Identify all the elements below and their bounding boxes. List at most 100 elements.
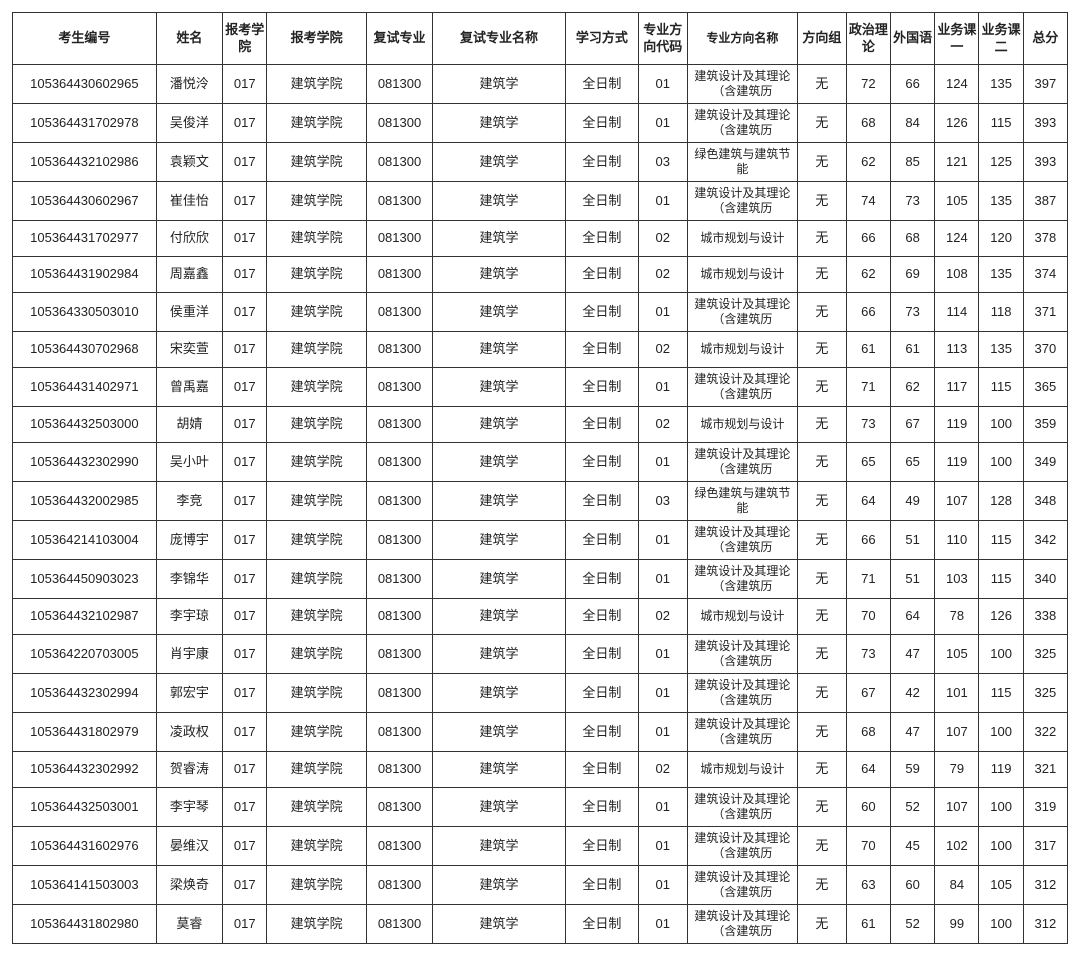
cell: 无 [798, 866, 847, 905]
cell: 建筑学院 [267, 635, 367, 674]
col-header-6: 学习方式 [565, 13, 638, 65]
cell: 01 [638, 293, 687, 332]
cell: 118 [979, 293, 1023, 332]
cell: 无 [798, 443, 847, 482]
cell: 081300 [366, 482, 432, 521]
cell: 无 [798, 788, 847, 827]
cell: 李宇琼 [156, 599, 222, 635]
cell: 64 [846, 752, 890, 788]
cell: 105364432002985 [13, 482, 157, 521]
cell: 吴小叶 [156, 443, 222, 482]
cell: 017 [223, 827, 267, 866]
cell: 117 [935, 368, 979, 407]
cell: 建筑设计及其理论（含建筑历 [687, 182, 798, 221]
cell: 126 [935, 104, 979, 143]
cell: 371 [1023, 293, 1067, 332]
cell: 52 [891, 905, 935, 944]
cell: 建筑设计及其理论（含建筑历 [687, 713, 798, 752]
cell: 01 [638, 905, 687, 944]
cell: 370 [1023, 332, 1067, 368]
cell: 017 [223, 905, 267, 944]
cell: 60 [846, 788, 890, 827]
cell: 68 [846, 104, 890, 143]
cell: 01 [638, 521, 687, 560]
cell: 121 [935, 143, 979, 182]
cell: 105364432503000 [13, 407, 157, 443]
cell: 081300 [366, 674, 432, 713]
cell: 李锦华 [156, 560, 222, 599]
cell: 115 [979, 674, 1023, 713]
cell: 无 [798, 827, 847, 866]
cell: 建筑学院 [267, 713, 367, 752]
cell: 105364431902984 [13, 257, 157, 293]
cell: 全日制 [565, 560, 638, 599]
cell: 庞博宇 [156, 521, 222, 560]
cell: 100 [979, 635, 1023, 674]
cell: 78 [935, 599, 979, 635]
cell: 建筑设计及其理论（含建筑历 [687, 674, 798, 713]
cell: 115 [979, 521, 1023, 560]
cell: 105364431402971 [13, 368, 157, 407]
cell: 62 [846, 257, 890, 293]
cell: 105364330503010 [13, 293, 157, 332]
cell: 潘悦泠 [156, 65, 222, 104]
cell: 119 [935, 407, 979, 443]
cell: 081300 [366, 521, 432, 560]
cell: 02 [638, 332, 687, 368]
cell: 081300 [366, 182, 432, 221]
cell: 135 [979, 182, 1023, 221]
cell: 01 [638, 104, 687, 143]
cell: 70 [846, 827, 890, 866]
cell: 135 [979, 65, 1023, 104]
cell: 312 [1023, 905, 1067, 944]
cell: 105364214103004 [13, 521, 157, 560]
cell: 全日制 [565, 332, 638, 368]
cell: 02 [638, 407, 687, 443]
col-header-14: 总分 [1023, 13, 1067, 65]
cell: 99 [935, 905, 979, 944]
cell: 105364432102986 [13, 143, 157, 182]
cell: 建筑设计及其理论（含建筑历 [687, 560, 798, 599]
cell: 72 [846, 65, 890, 104]
cell: 城市规划与设计 [687, 257, 798, 293]
cell: 建筑学院 [267, 866, 367, 905]
cell: 建筑学院 [267, 143, 367, 182]
cell: 建筑设计及其理论（含建筑历 [687, 65, 798, 104]
cell: 01 [638, 443, 687, 482]
cell: 42 [891, 674, 935, 713]
cell: 贺睿涛 [156, 752, 222, 788]
table-row: 105364431802979凌政权017建筑学院081300建筑学全日制01建… [13, 713, 1068, 752]
cell: 无 [798, 65, 847, 104]
cell: 105364432302994 [13, 674, 157, 713]
cell: 71 [846, 368, 890, 407]
cell: 全日制 [565, 482, 638, 521]
cell: 无 [798, 482, 847, 521]
cell: 67 [891, 407, 935, 443]
cell: 100 [979, 713, 1023, 752]
cell: 79 [935, 752, 979, 788]
cell: 017 [223, 407, 267, 443]
cell: 317 [1023, 827, 1067, 866]
cell: 68 [891, 221, 935, 257]
cell: 全日制 [565, 104, 638, 143]
cell: 62 [891, 368, 935, 407]
cell: 城市规划与设计 [687, 332, 798, 368]
col-header-13: 业务课二 [979, 13, 1023, 65]
cell: 全日制 [565, 866, 638, 905]
cell: 建筑学 [433, 368, 566, 407]
table-row: 105364432302994郭宏宇017建筑学院081300建筑学全日制01建… [13, 674, 1068, 713]
cell: 114 [935, 293, 979, 332]
cell: 01 [638, 182, 687, 221]
cell: 017 [223, 866, 267, 905]
table-row: 105364430602967崔佳怡017建筑学院081300建筑学全日制01建… [13, 182, 1068, 221]
cell: 105364141503003 [13, 866, 157, 905]
cell: 凌政权 [156, 713, 222, 752]
cell: 付欣欣 [156, 221, 222, 257]
cell: 51 [891, 521, 935, 560]
cell: 全日制 [565, 521, 638, 560]
cell: 全日制 [565, 905, 638, 944]
cell: 105364431602976 [13, 827, 157, 866]
cell: 61 [846, 905, 890, 944]
cell: 108 [935, 257, 979, 293]
cell: 建筑学 [433, 905, 566, 944]
